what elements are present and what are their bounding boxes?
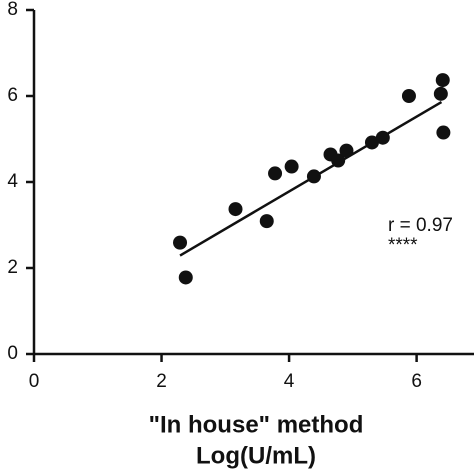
point <box>173 235 188 250</box>
point <box>228 202 243 217</box>
point <box>284 159 299 174</box>
y-tick-label: 4 <box>7 171 18 192</box>
x-tick-label: 6 <box>411 371 422 392</box>
point <box>306 169 321 184</box>
point <box>436 125 451 140</box>
y-tick-label: 6 <box>7 85 18 106</box>
point <box>259 214 274 229</box>
x-axis-title: Log(U/mL) <box>196 442 316 469</box>
y-tick-label: 0 <box>7 343 18 364</box>
x-tick-label: 2 <box>156 371 167 392</box>
x-axis-title: "In house" method <box>149 411 364 438</box>
x-tick-label: 4 <box>284 371 295 392</box>
point <box>364 135 379 150</box>
point <box>435 73 450 88</box>
point <box>331 153 346 168</box>
point <box>178 270 193 285</box>
y-tick-label: 2 <box>7 257 18 278</box>
point <box>401 89 416 103</box>
annotation: **** <box>388 235 418 256</box>
point <box>339 143 354 158</box>
y-tick-label: 8 <box>7 0 18 20</box>
point <box>268 166 283 181</box>
x-tick-label: 0 <box>29 371 40 392</box>
point <box>375 130 390 145</box>
annotation: r = 0.97 <box>388 215 453 236</box>
point <box>433 86 448 101</box>
